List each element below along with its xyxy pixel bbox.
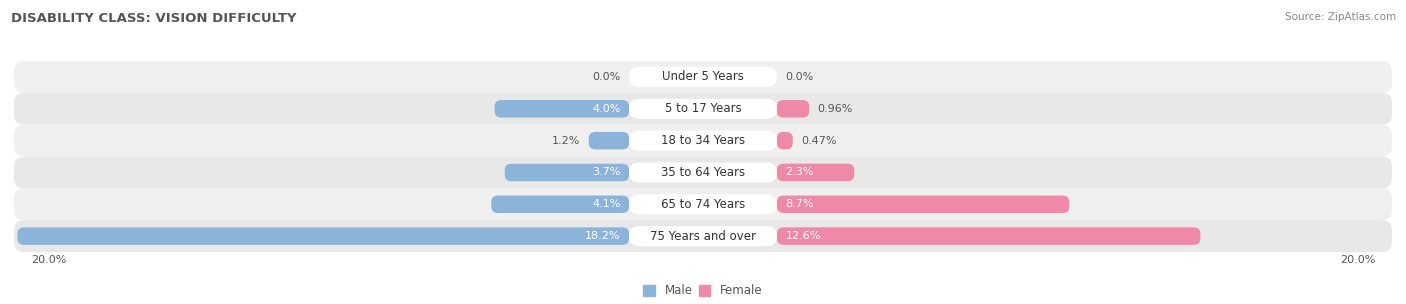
FancyBboxPatch shape <box>628 67 778 87</box>
Text: 8.7%: 8.7% <box>786 199 814 209</box>
FancyBboxPatch shape <box>14 61 1392 93</box>
Text: 2.3%: 2.3% <box>786 168 814 178</box>
Text: 3.7%: 3.7% <box>592 168 620 178</box>
Text: 0.96%: 0.96% <box>818 104 853 114</box>
FancyBboxPatch shape <box>628 162 778 182</box>
Text: Source: ZipAtlas.com: Source: ZipAtlas.com <box>1285 12 1396 22</box>
FancyBboxPatch shape <box>628 99 778 119</box>
FancyBboxPatch shape <box>14 93 1392 125</box>
Text: 20.0%: 20.0% <box>1340 255 1375 265</box>
FancyBboxPatch shape <box>14 188 1392 220</box>
FancyBboxPatch shape <box>17 227 628 245</box>
Text: 35 to 64 Years: 35 to 64 Years <box>661 166 745 179</box>
Text: 5 to 17 Years: 5 to 17 Years <box>665 102 741 115</box>
Text: 18.2%: 18.2% <box>585 231 620 241</box>
Text: 0.47%: 0.47% <box>801 136 837 146</box>
Text: 0.0%: 0.0% <box>592 72 620 82</box>
FancyBboxPatch shape <box>628 194 778 214</box>
Text: 1.2%: 1.2% <box>553 136 581 146</box>
FancyBboxPatch shape <box>505 164 628 181</box>
Text: 0.0%: 0.0% <box>786 72 814 82</box>
Legend: Male, Female: Male, Female <box>644 284 762 297</box>
FancyBboxPatch shape <box>628 226 778 246</box>
Text: 65 to 74 Years: 65 to 74 Years <box>661 198 745 211</box>
Text: 12.6%: 12.6% <box>786 231 821 241</box>
Text: DISABILITY CLASS: VISION DIFFICULTY: DISABILITY CLASS: VISION DIFFICULTY <box>11 12 297 25</box>
Text: Under 5 Years: Under 5 Years <box>662 71 744 84</box>
Text: 18 to 34 Years: 18 to 34 Years <box>661 134 745 147</box>
Text: 75 Years and over: 75 Years and over <box>650 230 756 243</box>
FancyBboxPatch shape <box>589 132 628 149</box>
FancyBboxPatch shape <box>778 195 1070 213</box>
FancyBboxPatch shape <box>14 157 1392 188</box>
Text: 4.1%: 4.1% <box>592 199 620 209</box>
FancyBboxPatch shape <box>778 132 793 149</box>
FancyBboxPatch shape <box>778 164 855 181</box>
FancyBboxPatch shape <box>495 100 628 118</box>
FancyBboxPatch shape <box>491 195 628 213</box>
Text: 20.0%: 20.0% <box>31 255 66 265</box>
FancyBboxPatch shape <box>628 131 778 151</box>
FancyBboxPatch shape <box>778 227 1201 245</box>
Text: 4.0%: 4.0% <box>592 104 620 114</box>
FancyBboxPatch shape <box>14 125 1392 157</box>
FancyBboxPatch shape <box>14 220 1392 252</box>
FancyBboxPatch shape <box>778 100 810 118</box>
